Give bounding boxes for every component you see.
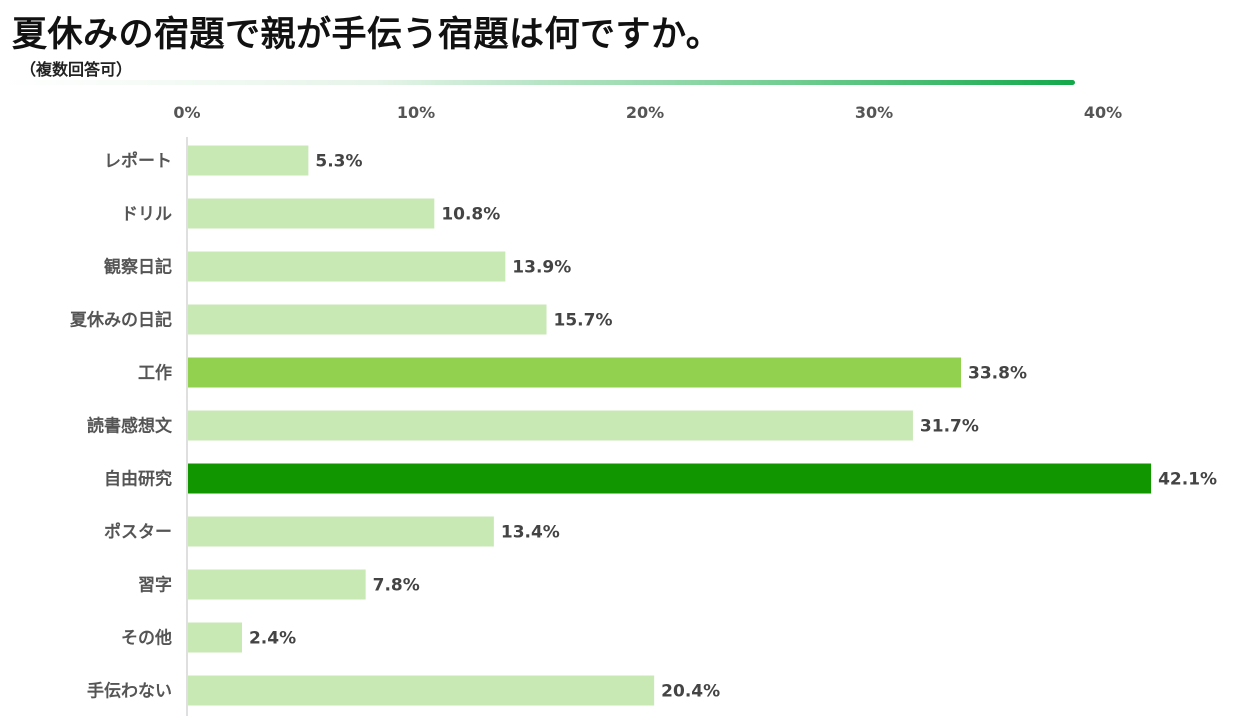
bar	[188, 516, 494, 547]
data-label: 31.7%	[920, 417, 979, 437]
bar	[188, 198, 435, 229]
chart-subtitle: （複数回答可）	[20, 60, 133, 79]
data-label: 5.3%	[315, 152, 362, 172]
bar	[188, 622, 242, 653]
data-label: 15.7%	[554, 311, 613, 331]
data-label: 2.4%	[249, 629, 296, 649]
x-tick-label: 20%	[626, 103, 664, 122]
data-label: 20.4%	[661, 682, 720, 702]
x-axis-ticks: 0% 10% 20% 30% 40%	[173, 103, 1122, 122]
x-tick-label: 30%	[855, 103, 893, 122]
bar	[188, 569, 366, 600]
title-underline	[0, 80, 1075, 85]
bar	[188, 357, 962, 388]
category-label: 夏休みの日記	[70, 310, 172, 331]
category-label: 手伝わない	[87, 681, 172, 702]
bars	[188, 145, 1152, 706]
data-label: 33.8%	[968, 364, 1027, 384]
category-label: 習字	[138, 575, 172, 596]
category-label: 工作	[138, 363, 172, 384]
x-tick-label: 0%	[173, 103, 200, 122]
category-label: ドリル	[121, 205, 172, 225]
bar	[188, 145, 309, 176]
category-label: 読書感想文	[87, 416, 173, 437]
category-label: 観察日記	[104, 257, 172, 278]
data-label: 7.8%	[373, 576, 420, 596]
chart-title: 夏休みの宿題で親が手伝う宿題は何ですか。	[12, 15, 722, 55]
category-label: レポート	[104, 151, 172, 172]
category-label: その他	[121, 628, 172, 649]
category-label: 自由研究	[104, 469, 172, 490]
category-label: ポスター	[104, 522, 172, 543]
bar	[188, 304, 547, 335]
bar	[188, 675, 655, 706]
data-label: 13.4%	[501, 523, 560, 543]
category-labels: レポートドリル観察日記夏休みの日記工作読書感想文自由研究ポスター習字その他手伝わ…	[70, 151, 173, 702]
data-label: 13.9%	[512, 258, 571, 278]
x-tick-label: 40%	[1084, 103, 1122, 122]
data-label: 42.1%	[1158, 470, 1217, 490]
bar	[188, 410, 913, 441]
value-labels: 5.3% 10.8% 13.9% 15.7% 33.8% 31.7% 42.1% 13.4% 7…	[249, 152, 1217, 702]
x-tick-label: 10%	[397, 103, 435, 122]
bar	[188, 251, 506, 282]
data-label: 10.8%	[441, 205, 500, 225]
bar	[188, 463, 1152, 494]
